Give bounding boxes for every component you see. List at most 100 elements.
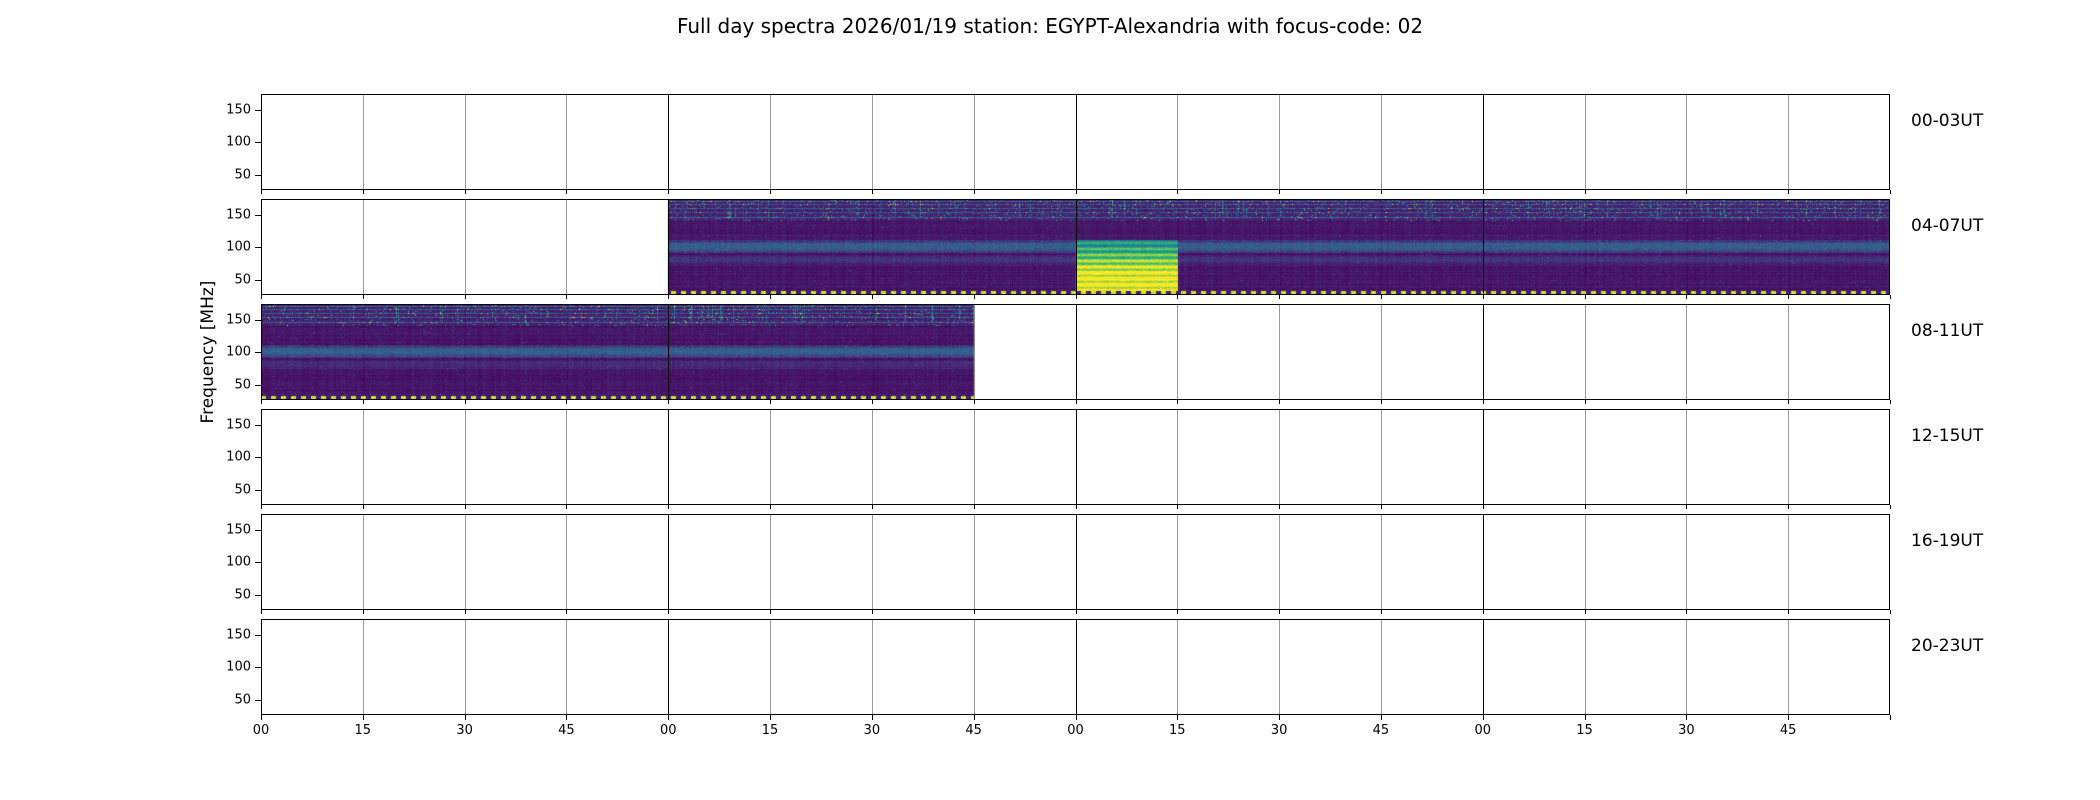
x-tick-mark (1788, 295, 1790, 299)
x-tick-mark (1584, 400, 1586, 404)
x-tick-mark (770, 715, 772, 720)
quarter-hour-gridline (1279, 94, 1281, 190)
quarter-hour-gridline (464, 409, 466, 505)
y-tick-label: 50 (234, 167, 251, 183)
hour-boundary-line (668, 199, 670, 295)
x-tick-mark (1075, 505, 1077, 509)
x-tick-mark (1686, 715, 1688, 720)
x-tick-mark (1788, 400, 1790, 404)
x-tick-mark (261, 715, 262, 720)
x-tick-label: 00 (659, 723, 677, 738)
y-tick-label: 50 (234, 692, 251, 708)
x-tick-mark (1380, 400, 1382, 404)
y-tick-mark (255, 384, 261, 386)
x-tick-mark (1584, 190, 1586, 194)
x-tick-mark (566, 295, 568, 299)
x-tick-mark (566, 400, 568, 404)
y-tick-label: 100 (226, 239, 251, 255)
x-tick-mark (1075, 400, 1077, 404)
hour-boundary-line (1075, 94, 1077, 190)
x-tick-mark (261, 610, 262, 614)
x-tick-mark (1380, 505, 1382, 509)
quarter-hour-gridline (770, 409, 772, 505)
quarter-hour-gridline (1584, 409, 1586, 505)
quarter-hour-gridline (973, 409, 975, 505)
quarter-hour-gridline (973, 619, 975, 715)
y-tick-label: 50 (234, 482, 251, 498)
x-tick-label: 30 (456, 723, 473, 738)
x-tick-mark (1075, 295, 1077, 299)
x-tick-label: 45 (558, 723, 575, 738)
quarter-hour-gridline (1584, 619, 1586, 715)
panel-time-range-label: 08-11UT (1911, 320, 1984, 341)
x-tick-mark (362, 715, 364, 720)
panel-frame (261, 94, 1890, 190)
y-tick-mark (255, 247, 261, 248)
spectrogram-panel (261, 94, 1890, 190)
x-tick-mark (261, 505, 262, 509)
x-tick-mark (566, 505, 568, 509)
panel-time-range-label: 16-19UT (1911, 530, 1984, 551)
x-tick-mark (261, 190, 262, 194)
x-tick-mark (464, 610, 466, 614)
x-tick-mark (261, 400, 262, 404)
x-tick-mark (668, 610, 670, 614)
hour-boundary-line (1482, 619, 1484, 715)
panel-frame (261, 199, 1890, 295)
x-tick-mark (1279, 400, 1281, 404)
hour-boundary-line (1075, 619, 1077, 715)
x-tick-mark (871, 295, 873, 299)
quarter-hour-gridline (770, 619, 772, 715)
x-tick-label: 00 (1474, 723, 1492, 738)
quarter-hour-gridline (1177, 409, 1179, 505)
y-tick-mark (255, 699, 261, 701)
x-tick-mark (668, 400, 670, 404)
x-tick-mark (770, 505, 772, 509)
x-tick-mark (973, 400, 975, 404)
y-tick-label: 50 (234, 377, 251, 393)
quarter-hour-gridline (566, 409, 568, 505)
x-tick-mark (1890, 400, 1891, 404)
hour-boundary-line (1075, 409, 1077, 505)
y-tick-mark (255, 215, 261, 217)
x-tick-mark (770, 190, 772, 194)
y-tick-mark (255, 320, 261, 322)
x-tick-label: 00 (1067, 723, 1084, 738)
x-tick-mark (566, 715, 568, 720)
quarter-hour-gridline (464, 619, 466, 715)
x-tick-mark (1584, 505, 1586, 509)
hour-boundary-line (668, 409, 670, 505)
x-tick-mark (566, 190, 568, 194)
quarter-hour-gridline (1177, 94, 1179, 190)
quarter-hour-gridline (871, 514, 873, 610)
y-tick-mark (255, 279, 261, 281)
x-tick-mark (362, 610, 364, 614)
quarter-hour-gridline (362, 514, 364, 610)
y-tick-mark (255, 530, 261, 532)
y-tick-label: 150 (226, 102, 251, 118)
y-tick-label: 150 (226, 522, 251, 538)
y-tick-mark (255, 457, 261, 458)
quarter-hour-gridline (464, 514, 466, 610)
x-tick-mark (1279, 505, 1281, 509)
x-tick-label: 15 (1169, 723, 1186, 738)
quarter-hour-gridline (1380, 514, 1382, 610)
x-tick-mark (464, 505, 466, 509)
x-tick-mark (362, 400, 364, 404)
panel-time-range-label: 20-23UT (1911, 635, 1984, 656)
hour-boundary-line (668, 94, 670, 190)
y-tick-label: 100 (226, 134, 251, 150)
quarter-hour-gridline (1177, 514, 1179, 610)
x-tick-mark (1788, 715, 1790, 720)
x-tick-mark (1686, 400, 1688, 404)
y-tick-label: 50 (234, 272, 251, 288)
quarter-hour-gridline (566, 94, 568, 190)
x-tick-mark (1482, 295, 1484, 299)
spectrogram-panel (261, 304, 1890, 400)
panel-time-range-label: 12-15UT (1911, 425, 1984, 446)
x-tick-mark (1177, 400, 1179, 404)
y-tick-mark (255, 425, 261, 427)
x-tick-mark (1788, 505, 1790, 509)
spectrogram-panel (261, 199, 1890, 295)
